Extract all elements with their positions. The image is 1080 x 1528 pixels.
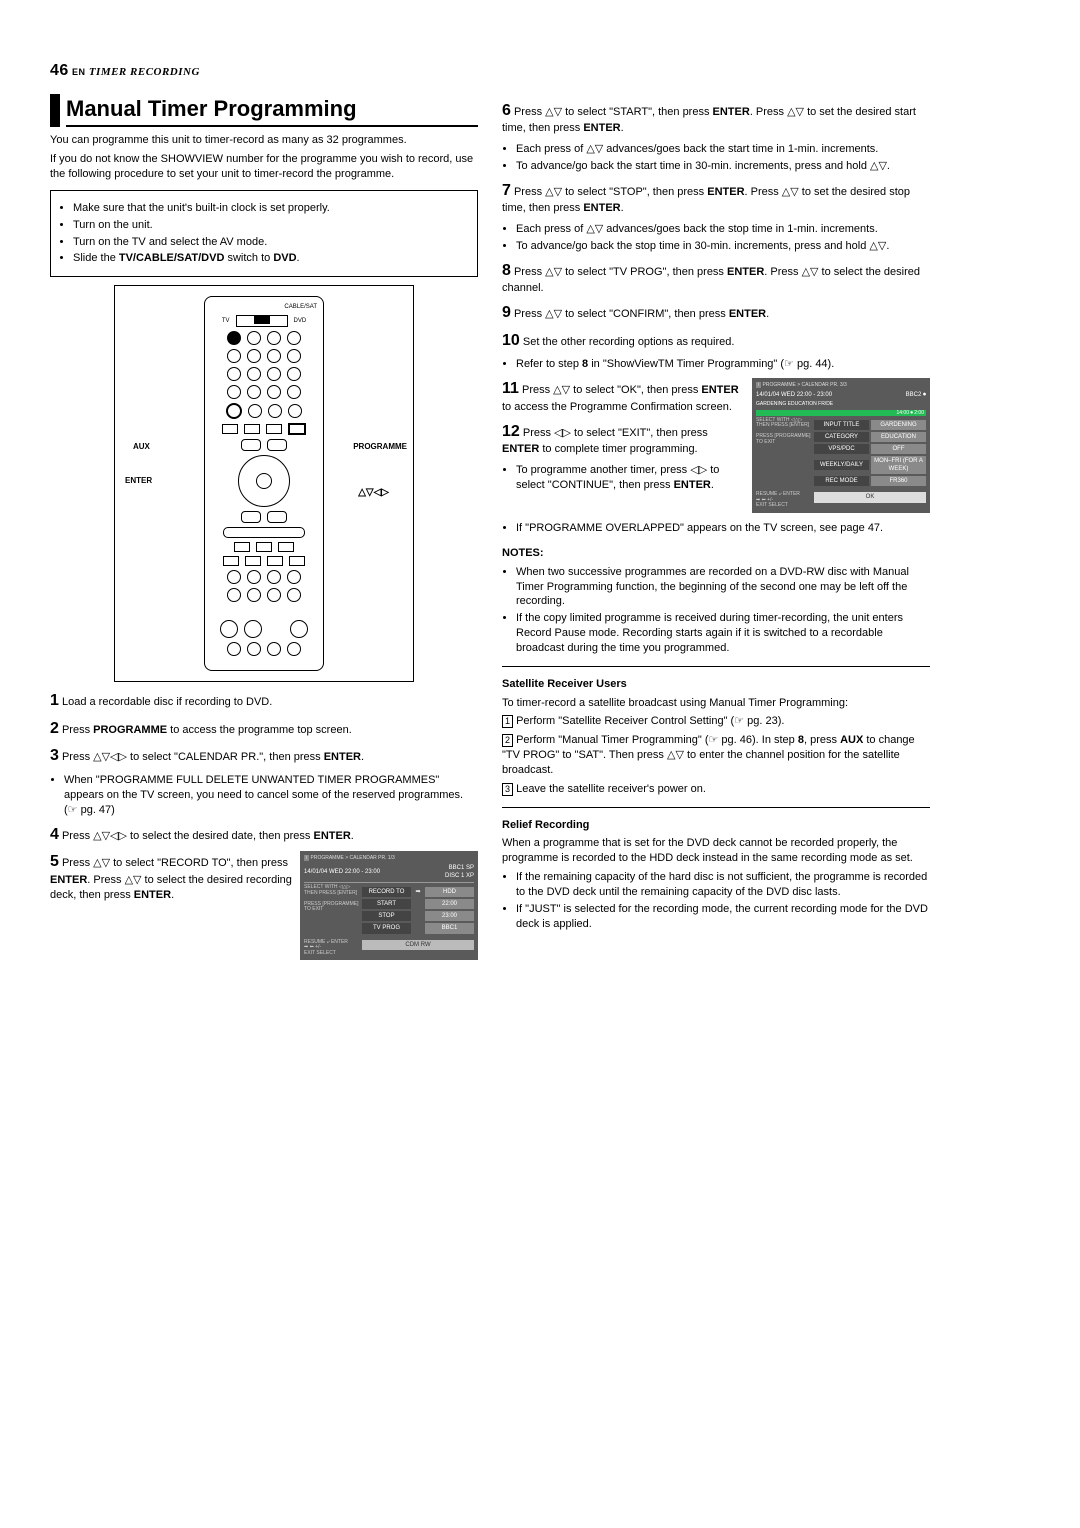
step-2: 2 Press PROGRAMME to access the programm…	[50, 718, 478, 740]
prereq-item: Turn on the unit.	[73, 218, 469, 233]
step-3: 3 Press △▽◁▷ to select "CALENDAR PR.", t…	[50, 745, 478, 767]
step-7-note: To advance/go back the stop time in 30-m…	[516, 239, 930, 254]
relief-heading: Relief Recording	[502, 818, 930, 833]
step-3-note: When "PROGRAMME FULL DELETE UNWANTED TIM…	[64, 773, 478, 818]
intro-2: If you do not know the SHOWVIEW number f…	[50, 152, 478, 182]
notes-heading: NOTES:	[502, 546, 930, 561]
step-6-note: To advance/go back the start time in 30-…	[516, 159, 930, 174]
two-column-layout: Manual Timer Programming You can program…	[50, 94, 930, 964]
remote-figure: AUX ENTER PROGRAMME △▽◁▷ CABLE/SAT TVDVD	[114, 285, 414, 682]
switch-top-label: CABLE/SAT	[209, 303, 319, 311]
relief-note: If the remaining capacity of the hard di…	[516, 870, 930, 900]
step-7: 7 Press △▽ to select "STOP", then press …	[502, 180, 930, 216]
arrows-label: △▽◁▷	[358, 486, 389, 500]
osd-screenshot-2: i PROGRAMME > CALENDAR PR. 3/3 14/01/04 …	[752, 378, 930, 513]
step-7-note: Each press of △▽ advances/goes back the …	[516, 222, 930, 237]
osd-screenshot-1: i PROGRAMME > CALENDAR PR. 1/3 14/01/04 …	[300, 851, 478, 960]
step-9: 9 Press △▽ to select "CONFIRM", then pre…	[502, 302, 930, 324]
step-12-note: If "PROGRAMME OVERLAPPED" appears on the…	[516, 521, 930, 536]
step-10-note: Refer to step 8 in "ShowViewTM Timer Pro…	[516, 357, 930, 372]
dpad-icon	[238, 455, 290, 507]
prereq-item: Slide the TV/CABLE/SAT/DVD switch to DVD…	[73, 251, 469, 266]
aux-label: AUX	[133, 442, 150, 453]
page-number: 46	[50, 62, 69, 79]
satellite-step: 1 Perform "Satellite Receiver Control Se…	[502, 714, 930, 729]
main-title-bar: Manual Timer Programming	[50, 94, 478, 128]
main-title: Manual Timer Programming	[66, 94, 478, 128]
note-item: When two successive programmes are recor…	[516, 565, 930, 610]
step-6-note: Each press of △▽ advances/goes back the …	[516, 142, 930, 157]
left-column: Manual Timer Programming You can program…	[50, 94, 478, 964]
step-4: 4 Press △▽◁▷ to select the desired date,…	[50, 824, 478, 846]
prereq-item: Turn on the TV and select the AV mode.	[73, 235, 469, 250]
programme-label: PROGRAMME	[353, 442, 407, 453]
prerequisites-box: Make sure that the unit's built-in clock…	[50, 190, 478, 277]
note-item: If the copy limited programme is receive…	[516, 611, 930, 656]
step-8: 8 Press △▽ to select "TV PROG", then pre…	[502, 260, 930, 296]
section-title: TIMER RECORDING	[89, 66, 200, 78]
title-marker	[50, 94, 60, 128]
mode-switch-icon	[236, 315, 288, 327]
satellite-step: 2 Perform "Manual Timer Programming" (☞ …	[502, 733, 930, 778]
prereq-item: Make sure that the unit's built-in clock…	[73, 201, 469, 216]
step-10: 10 Set the other recording options as re…	[502, 330, 930, 352]
relief-note: If "JUST" is selected for the recording …	[516, 902, 930, 932]
step-5-wrap: i PROGRAMME > CALENDAR PR. 1/3 14/01/04 …	[50, 851, 478, 964]
enter-label: ENTER	[125, 476, 152, 487]
page-lang: EN	[72, 67, 86, 77]
relief-paragraph: When a programme that is set for the DVD…	[502, 836, 930, 866]
step-1: 1 Load a recordable disc if recording to…	[50, 690, 478, 712]
right-column: 6 Press △▽ to select "START", then press…	[502, 94, 930, 964]
remote-shell: CABLE/SAT TVDVD	[204, 296, 324, 671]
step-6: 6 Press △▽ to select "START", then press…	[502, 100, 930, 136]
satellite-step: 3 Leave the satellite receiver's power o…	[502, 782, 930, 797]
satellite-intro: To timer-record a satellite broadcast us…	[502, 696, 930, 711]
intro-1: You can programme this unit to timer-rec…	[50, 133, 478, 148]
satellite-heading: Satellite Receiver Users	[502, 677, 930, 692]
page-header: 46 EN TIMER RECORDING	[50, 60, 930, 82]
